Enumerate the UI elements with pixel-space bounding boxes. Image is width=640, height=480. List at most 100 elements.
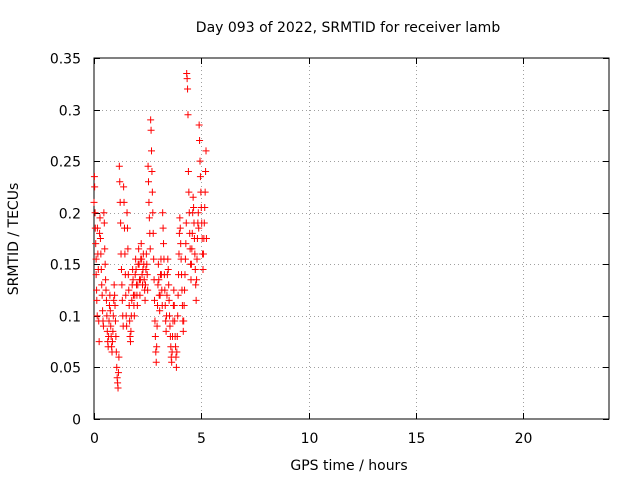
data-point	[110, 281, 118, 289]
data-point	[118, 296, 126, 304]
data-point	[126, 317, 134, 325]
data-point	[93, 286, 101, 294]
data-point	[116, 178, 124, 186]
axis-ticks: 0 5 10 15 20 0 0.05 0.1 0.15 0.2 0.25 0.3 0.35	[50, 52, 609, 447]
data-point	[127, 327, 135, 335]
data-point	[171, 317, 179, 325]
data-point	[136, 291, 144, 299]
data-point	[100, 209, 108, 217]
data-point	[168, 358, 176, 366]
data-point	[148, 167, 156, 175]
data-point	[145, 178, 153, 186]
data-point	[150, 255, 158, 263]
data-point	[138, 255, 146, 263]
data-series	[90, 69, 210, 392]
data-point	[191, 265, 199, 273]
data-point	[170, 286, 178, 294]
data-point	[122, 291, 130, 299]
data-point	[111, 317, 119, 325]
data-point	[173, 348, 181, 356]
y-tick-label: 0	[72, 413, 81, 429]
x-tick-label: 20	[515, 431, 533, 447]
data-point	[111, 302, 119, 310]
data-point	[96, 214, 104, 222]
data-point	[162, 317, 170, 325]
y-tick-label: 0.25	[50, 155, 81, 171]
data-point	[141, 296, 149, 304]
data-point	[101, 245, 109, 253]
data-point	[98, 281, 106, 289]
data-point	[202, 235, 210, 242]
data-point	[91, 183, 99, 191]
data-point	[163, 271, 171, 279]
y-axis-label: SRMTID / TECUs	[6, 183, 22, 296]
data-point	[182, 219, 190, 227]
y-tick-label: 0.2	[59, 207, 81, 223]
data-point	[176, 214, 184, 222]
data-point	[99, 307, 107, 315]
data-point	[146, 245, 154, 253]
plot-frame	[93, 57, 610, 420]
data-point	[115, 162, 123, 170]
data-point	[196, 157, 204, 165]
data-point	[142, 281, 149, 289]
data-point	[111, 291, 119, 299]
data-point	[124, 245, 132, 253]
data-point	[192, 296, 200, 304]
data-point	[159, 224, 167, 232]
data-point	[188, 229, 196, 237]
data-point	[98, 291, 106, 299]
data-point	[174, 291, 182, 299]
data-point	[149, 229, 157, 237]
data-point	[92, 240, 100, 248]
data-point	[193, 276, 201, 284]
data-point	[196, 173, 204, 181]
data-point	[166, 322, 174, 330]
data-point	[185, 188, 193, 196]
data-point	[137, 240, 145, 248]
data-point	[176, 224, 184, 232]
x-tick-label: 5	[197, 431, 206, 447]
data-point	[164, 265, 172, 273]
y-tick-label: 0.05	[50, 361, 81, 377]
data-point	[142, 265, 150, 273]
data-point	[189, 193, 197, 201]
data-point	[172, 343, 180, 351]
data-point	[181, 255, 189, 263]
data-point	[164, 255, 172, 263]
data-point	[103, 312, 111, 320]
data-point	[187, 260, 195, 268]
x-tick-label: 15	[408, 431, 426, 447]
data-point	[172, 353, 180, 361]
data-point	[201, 188, 209, 196]
data-point	[107, 322, 115, 330]
data-point	[129, 276, 137, 284]
data-point	[199, 250, 207, 258]
data-point	[131, 271, 139, 279]
data-point	[123, 224, 131, 232]
data-point	[145, 198, 153, 206]
data-point	[109, 312, 117, 320]
data-point	[184, 85, 192, 93]
data-point	[199, 265, 207, 273]
data-point	[192, 281, 200, 289]
data-point	[97, 250, 105, 258]
data-point	[105, 317, 113, 325]
data-point	[188, 245, 196, 253]
data-point	[174, 312, 182, 320]
data-point	[123, 322, 131, 330]
data-point	[100, 219, 108, 227]
data-point	[112, 348, 120, 356]
data-point	[162, 327, 170, 335]
data-point	[184, 111, 192, 119]
data-point	[117, 265, 125, 273]
data-point	[163, 291, 171, 299]
data-point	[109, 327, 117, 335]
data-point	[108, 338, 116, 346]
y-tick-label: 0.35	[50, 52, 81, 68]
data-point	[202, 167, 210, 175]
data-point	[102, 286, 110, 294]
data-point	[92, 271, 100, 279]
y-tick-label: 0.3	[59, 104, 81, 120]
